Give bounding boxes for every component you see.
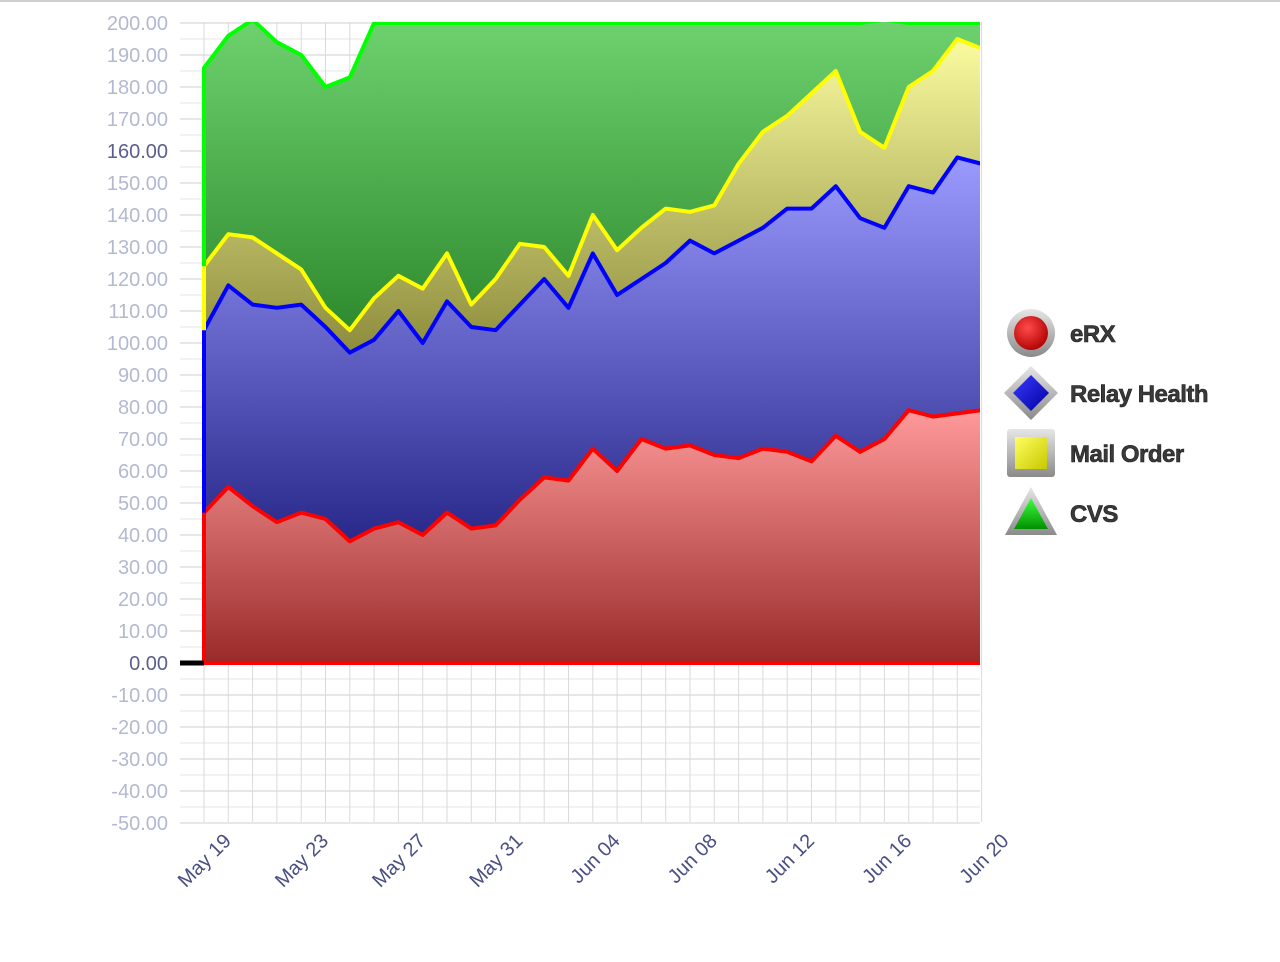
legend-item-erx: eRX — [1007, 309, 1116, 357]
top-border — [0, 0, 1280, 2]
y-tick-label: 0.00 — [129, 653, 168, 675]
line-relay-health — [202, 155, 980, 513]
area-cvs — [204, 22, 980, 331]
y-tick-label: 70.00 — [118, 429, 168, 451]
y-tick-label: 190.00 — [107, 45, 168, 67]
y-tick-label: -40.00 — [111, 781, 168, 803]
legend-marker-circle-icon — [1014, 316, 1048, 350]
y-tick-label: 130.00 — [107, 237, 168, 259]
y-tick-label: 180.00 — [107, 77, 168, 99]
x-tick-label: Jun 04 — [567, 830, 625, 888]
legend: eRX Relay Health Mail Order CVS — [1004, 309, 1209, 535]
y-tick-label: 40.00 — [118, 525, 168, 547]
legend-label: Relay Health — [1070, 381, 1208, 408]
line-cvs — [202, 22, 980, 267]
y-tick-label: -50.00 — [111, 813, 168, 835]
legend-marker-square-icon — [1015, 437, 1047, 469]
y-tick-label: 10.00 — [118, 621, 168, 643]
y-tick-label: 100.00 — [107, 333, 168, 355]
y-tick-label: 20.00 — [118, 589, 168, 611]
y-tick-label: -10.00 — [111, 685, 168, 707]
series-lines — [202, 22, 980, 665]
area-erx — [204, 410, 980, 663]
series-areas — [204, 22, 980, 663]
x-tick-label: May 31 — [465, 830, 527, 892]
y-tick-label: -30.00 — [111, 749, 168, 771]
area-relay-health — [204, 157, 980, 542]
x-tick-label: Jun 20 — [955, 830, 1013, 888]
y-tick-label: 160.00 — [107, 141, 168, 163]
y-tick-label: 50.00 — [118, 493, 168, 515]
y-axis-tick-labels: -50.00 -40.00 -30.00 -20.00 -10.00 0.00 10.00 2… — [107, 13, 168, 835]
y-tick-label: -20.00 — [111, 717, 168, 739]
legend-item-cvs: CVS — [1005, 487, 1119, 535]
y-tick-label: 30.00 — [118, 557, 168, 579]
x-tick-label: May 19 — [174, 830, 236, 892]
y-tick-label: 170.00 — [107, 109, 168, 131]
x-tick-label: Jun 08 — [664, 830, 722, 888]
y-tick-label: 120.00 — [107, 269, 168, 291]
x-tick-label: May 27 — [368, 830, 430, 892]
legend-marker-triangle-icon — [1014, 498, 1048, 529]
y-tick-label: 140.00 — [107, 205, 168, 227]
y-tick-label: 110.00 — [108, 301, 168, 323]
y-tick-label: 80.00 — [118, 397, 168, 419]
y-tick-label: 200.00 — [107, 13, 168, 35]
legend-marker-diamond-icon — [1013, 375, 1049, 411]
x-tick-label: Jun 16 — [858, 830, 916, 888]
x-tick-label: Jun 12 — [761, 830, 819, 888]
legend-item-relay-health: Relay Health — [1004, 366, 1209, 420]
y-tick-label: 90.00 — [118, 365, 168, 387]
line-erx — [202, 408, 980, 663]
y-tick-label: 60.00 — [118, 461, 168, 483]
x-tick-label: May 23 — [271, 830, 333, 892]
legend-item-mail-order: Mail Order — [1007, 429, 1185, 477]
line-mail-order — [202, 37, 980, 333]
legend-label: Mail Order — [1070, 441, 1184, 468]
x-axis-tick-labels: May 19 May 23 May 27 May 31 Jun 04 Jun 08 Jun … — [174, 830, 1014, 892]
legend-label: eRX — [1070, 321, 1116, 348]
y-tick-label: 150.00 — [107, 173, 168, 195]
legend-label: CVS — [1070, 501, 1118, 528]
